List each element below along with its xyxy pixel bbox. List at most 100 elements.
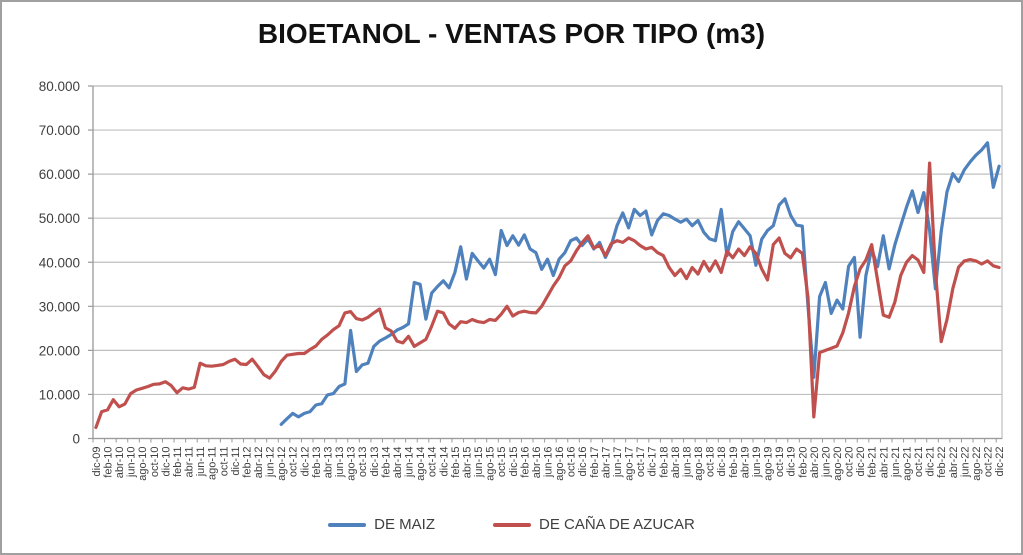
x-axis-label: feb-12 xyxy=(241,447,253,478)
x-axis-label: abr-18 xyxy=(670,447,682,479)
x-axis-label: ago-12 xyxy=(276,447,288,481)
y-axis-label: 50.000 xyxy=(39,211,80,226)
legend-label-de-maiz: DE MAIZ xyxy=(374,516,435,533)
legend-label-de-cana-de-azucar: DE CAÑA DE AZUCAR xyxy=(538,516,695,533)
x-axis-label: feb-15 xyxy=(450,447,462,478)
x-axis-label: feb-18 xyxy=(658,447,670,478)
de-maiz-line-swatch xyxy=(328,522,367,527)
x-axis-label: feb-19 xyxy=(728,447,740,478)
x-axis-label: abr-15 xyxy=(461,447,473,479)
x-axis-label: dic-13 xyxy=(369,447,381,477)
x-axis-label: oct-12 xyxy=(288,447,300,478)
x-axis-label: feb-10 xyxy=(102,447,114,478)
x-axis-label: abr-10 xyxy=(114,447,126,479)
x-axis-label: dic-22 xyxy=(994,447,1006,477)
x-axis-label: feb-14 xyxy=(380,447,392,478)
x-axis-label: oct-21 xyxy=(913,447,925,478)
x-axis-label: abr-13 xyxy=(322,447,334,479)
chart-legend: DE MAIZ DE CAÑA DE AZUCAR xyxy=(2,516,1021,533)
legend-item-de-maiz: DE MAIZ xyxy=(328,516,435,533)
x-axis-label: ago-18 xyxy=(693,447,705,481)
x-axis-label: feb-21 xyxy=(867,447,879,478)
series-line-de-cana-de-azucar xyxy=(94,161,1001,430)
x-axis-label: abr-19 xyxy=(739,447,751,479)
x-axis-label: feb-22 xyxy=(936,447,948,478)
y-axis-label: 40.000 xyxy=(39,255,80,270)
x-axis-label: abr-17 xyxy=(600,447,612,479)
x-axis-label: ago-13 xyxy=(346,447,358,481)
x-axis-label: oct-19 xyxy=(774,447,786,478)
y-axis-label: 10.000 xyxy=(39,387,80,402)
x-axis-label: dic-20 xyxy=(855,447,867,477)
x-axis-label: jun-17 xyxy=(612,447,624,479)
x-axis-label: jun-20 xyxy=(820,447,832,479)
x-axis-label: jun-16 xyxy=(543,447,555,479)
x-axis-label: abr-12 xyxy=(253,447,265,479)
x-axis-label: oct-11 xyxy=(218,447,230,477)
x-axis-label: oct-18 xyxy=(705,447,717,478)
x-axis-label: oct-15 xyxy=(496,447,508,478)
x-axis-label: dic-17 xyxy=(647,447,659,477)
x-axis-label: dic-21 xyxy=(925,447,937,477)
x-axis-label: oct-22 xyxy=(983,447,995,478)
x-axis-label: abr-16 xyxy=(531,447,543,479)
y-axis-label: 20.000 xyxy=(39,343,80,358)
x-axis-label: abr-11 xyxy=(184,447,196,478)
x-axis-label: jun-18 xyxy=(681,447,693,479)
x-axis-label: jun-15 xyxy=(473,447,485,479)
x-axis-label: oct-16 xyxy=(566,447,578,478)
y-axis-label: 30.000 xyxy=(39,299,80,314)
x-axis-label: jun-10 xyxy=(126,447,138,479)
chart-title: BIOETANOL - VENTAS POR TIPO (m3) xyxy=(257,18,766,49)
x-axis-label: jun-22 xyxy=(959,447,971,479)
x-axis-label: oct-13 xyxy=(357,447,369,478)
y-axis-label: 80.000 xyxy=(39,79,80,94)
series-line-de-maiz xyxy=(279,141,1001,426)
x-axis-label: jun-13 xyxy=(334,447,346,479)
x-axis-label: ago-17 xyxy=(624,447,636,481)
x-axis-label: ago-22 xyxy=(971,447,983,481)
x-axis-label: dic-15 xyxy=(508,447,520,477)
x-axis-label: ago-20 xyxy=(832,447,844,481)
line-chart-plot-area: 0 10.000 20.000 30.000 40.000 50.000 60.000 70.… xyxy=(39,79,1006,481)
x-axis-label: feb-20 xyxy=(797,447,809,478)
y-axis-label: 60.000 xyxy=(39,167,80,182)
x-axis-label: oct-10 xyxy=(149,447,161,478)
x-axis-label: dic-16 xyxy=(577,447,589,477)
de-cana-de-azucar-line-swatch xyxy=(492,522,531,527)
x-axis-label: oct-14 xyxy=(427,447,439,478)
x-axis-label: jun-11 xyxy=(195,447,207,478)
x-axis-label: jun-19 xyxy=(751,447,763,479)
x-axis-label: feb-13 xyxy=(311,447,323,478)
x-axis-label: dic-18 xyxy=(716,447,728,477)
x-axis-label: ago-19 xyxy=(763,447,775,481)
x-axis-label: feb-16 xyxy=(519,447,531,478)
x-axis-label: dic-14 xyxy=(438,447,450,477)
x-axis-label: jun-14 xyxy=(404,447,416,479)
x-axis-label: ago-14 xyxy=(415,447,427,481)
x-axis-label: abr-22 xyxy=(948,447,960,479)
x-axis-label: feb-11 xyxy=(172,447,184,477)
x-axis-label: dic-19 xyxy=(786,447,798,477)
y-axis-label: 0 xyxy=(72,432,80,447)
x-axis-label: jun-21 xyxy=(890,447,902,479)
x-axis-label: dic-11 xyxy=(230,447,242,476)
x-axis-label: oct-17 xyxy=(635,447,647,478)
x-axis-label: abr-20 xyxy=(809,447,821,479)
y-axis-label: 70.000 xyxy=(39,123,80,138)
x-axis-label: jun-12 xyxy=(265,447,277,479)
x-axis-label: abr-14 xyxy=(392,447,404,479)
x-axis-label: ago-16 xyxy=(554,447,566,481)
x-axis-label: dic-10 xyxy=(160,447,172,477)
x-axis-label: dic-12 xyxy=(299,447,311,477)
x-axis-label: oct-20 xyxy=(844,447,856,478)
legend-item-de-cana-de-azucar: DE CAÑA DE AZUCAR xyxy=(492,516,695,533)
x-axis-label: feb-17 xyxy=(589,447,601,478)
x-axis-label: ago-10 xyxy=(137,447,149,481)
x-axis-label: ago-21 xyxy=(901,447,913,481)
x-axis-label: ago-11 xyxy=(207,447,219,480)
x-axis-label: ago-15 xyxy=(485,447,497,481)
x-axis-label: dic-09 xyxy=(91,447,103,477)
x-axis-label: abr-21 xyxy=(878,447,890,479)
